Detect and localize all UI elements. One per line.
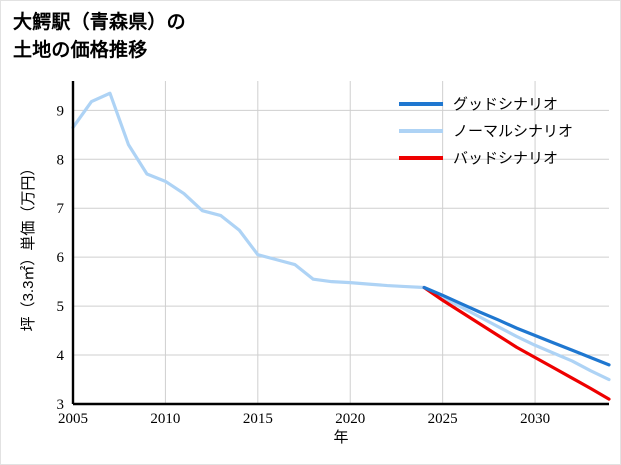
legend-label-2: バッドシナリオ [453,151,558,167]
y-tick-label: 3 [57,397,65,413]
y-tick-label: 6 [57,250,65,266]
y-tick-label: 9 [57,103,65,119]
y-tick-label: 7 [57,201,65,217]
series-line-グッドシナリオ [422,285,611,367]
x-tick-label: 2015 [243,411,273,427]
x-axis-title: 年 [333,429,348,446]
x-tick-label: 2025 [428,411,458,427]
data-series-group [71,91,611,401]
x-tick-label: 2005 [58,411,88,427]
legend-label-1: ノーマルシナリオ [453,124,573,140]
y-axis-title: 坪（3.3㎡）単価（万円） [20,161,37,332]
legend-label-0: グッドシナリオ [453,96,558,113]
x-tick-labels-group: 2005 2010 2015 2020 2025 2030 [58,411,550,427]
series-line-ノーマルシナリオ [71,91,611,382]
x-tick-label: 2010 [150,411,180,427]
y-tick-label: 5 [57,299,65,315]
x-tick-label: 2020 [335,411,365,427]
y-tick-label: 4 [57,348,65,364]
y-tick-labels-group: 3 4 5 6 7 8 9 [57,103,65,413]
series-line-バッドシナリオ [422,285,611,401]
page-title: 大鰐駅（青森県）の 土地の価格推移 [13,12,186,61]
x-tick-label: 2030 [520,411,550,427]
y-tick-label: 8 [57,152,65,168]
